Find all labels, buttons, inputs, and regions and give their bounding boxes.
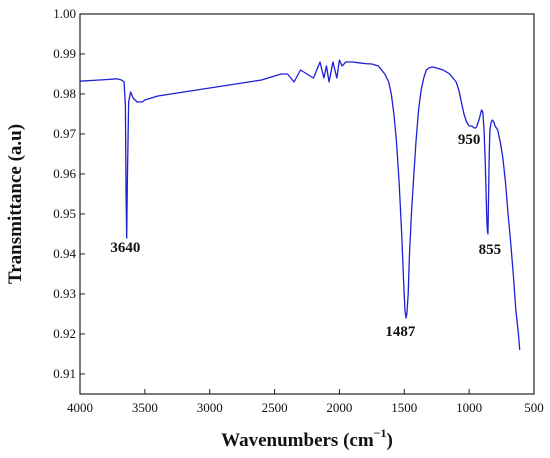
x-axis-title-close: ) <box>387 430 393 451</box>
y-tick-label: 1.00 <box>53 6 76 21</box>
x-axis-title: Wavenumbers (cm−1) <box>221 426 393 451</box>
x-tick-label: 3500 <box>132 400 158 415</box>
y-tick-label: 0.96 <box>53 166 76 181</box>
x-tick-label: 2000 <box>326 400 352 415</box>
y-tick-label: 0.92 <box>53 326 76 341</box>
x-axis-title-text: Wavenumbers (cm <box>221 430 374 451</box>
x-tick-label: 1000 <box>456 400 482 415</box>
x-tick-label: 500 <box>524 400 544 415</box>
y-tick-label: 0.94 <box>53 246 76 261</box>
peak-label: 855 <box>479 242 502 258</box>
x-tick-label: 1500 <box>391 400 417 415</box>
plot-frame <box>79 13 535 395</box>
y-tick-label: 0.98 <box>53 86 76 101</box>
peak-label: 950 <box>458 132 481 148</box>
y-tick-label: 0.93 <box>53 286 76 301</box>
y-tick-label: 0.99 <box>53 46 76 61</box>
y-axis-title: Transmittance (a.u) <box>5 124 26 284</box>
y-axis-ticks: 0.91 0.92 0.93 0.94 0.95 0.96 0.97 0.98 0.99 1.00 <box>53 6 85 381</box>
transmittance-series-line <box>79 59 521 351</box>
x-tick-label: 3000 <box>197 400 223 415</box>
y-tick-label: 0.97 <box>53 126 76 141</box>
peak-label: 3640 <box>110 240 140 256</box>
x-axis-title-superscript: −1 <box>374 426 387 440</box>
y-tick-label: 0.91 <box>53 366 76 381</box>
x-tick-label: 2500 <box>262 400 288 415</box>
x-tick-label: 4000 <box>67 400 93 415</box>
y-tick-label: 0.95 <box>53 206 76 221</box>
x-axis-ticks: 4000 3500 3000 2500 2000 1500 1000 500 <box>67 389 544 415</box>
peak-label: 1487 <box>385 324 416 340</box>
peak-annotations: 3640 1487 950 855 <box>110 132 501 340</box>
